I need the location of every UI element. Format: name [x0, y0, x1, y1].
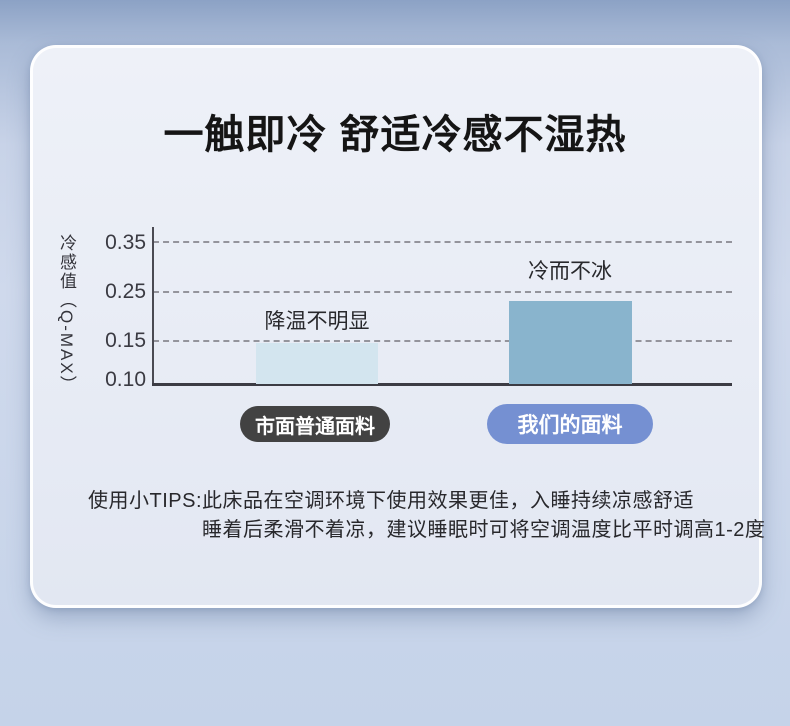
tips-prefix: 使用小TIPS: [88, 490, 203, 512]
bar-annotation-ordinary: 降温不明显 [264, 310, 370, 333]
y-axis-title: 冷感值（Q-MAX） [57, 234, 76, 395]
usage-tips: 使用小TIPS: 此床品在空调环境下使用效果更佳，入睡持续凉感舒适 睡着后柔滑不… [88, 487, 765, 545]
page-title: 一触即冷 舒适冷感不湿热 [163, 113, 627, 157]
gridline [153, 291, 732, 293]
gridline [153, 241, 732, 243]
x-axis-baseline [152, 383, 732, 386]
gridline [153, 340, 732, 342]
tips-line-1: 此床品在空调环境下使用效果更佳，入睡持续凉感舒适 [202, 490, 695, 512]
bar-annotation-ours: 冷而不冰 [528, 260, 612, 283]
y-tick-label: 0.35 [105, 231, 146, 254]
bar-our-fabric [509, 301, 632, 384]
bar-ordinary-fabric [256, 343, 378, 384]
y-axis-line [152, 227, 154, 384]
tips-line-2: 睡着后柔滑不着凉，建议睡眠时可将空调温度比平时调高1-2度 [202, 519, 766, 541]
category-badge-our-fabric: 我们的面料 [487, 404, 653, 444]
tips-body: 此床品在空调环境下使用效果更佳，入睡持续凉感舒适 睡着后柔滑不着凉，建议睡眠时可… [202, 487, 765, 545]
category-badge-ordinary-fabric: 市面普通面料 [240, 406, 390, 442]
y-tick-label: 0.25 [105, 280, 146, 303]
y-tick-label: 0.15 [105, 329, 146, 352]
y-tick-label: 0.10 [105, 368, 146, 391]
